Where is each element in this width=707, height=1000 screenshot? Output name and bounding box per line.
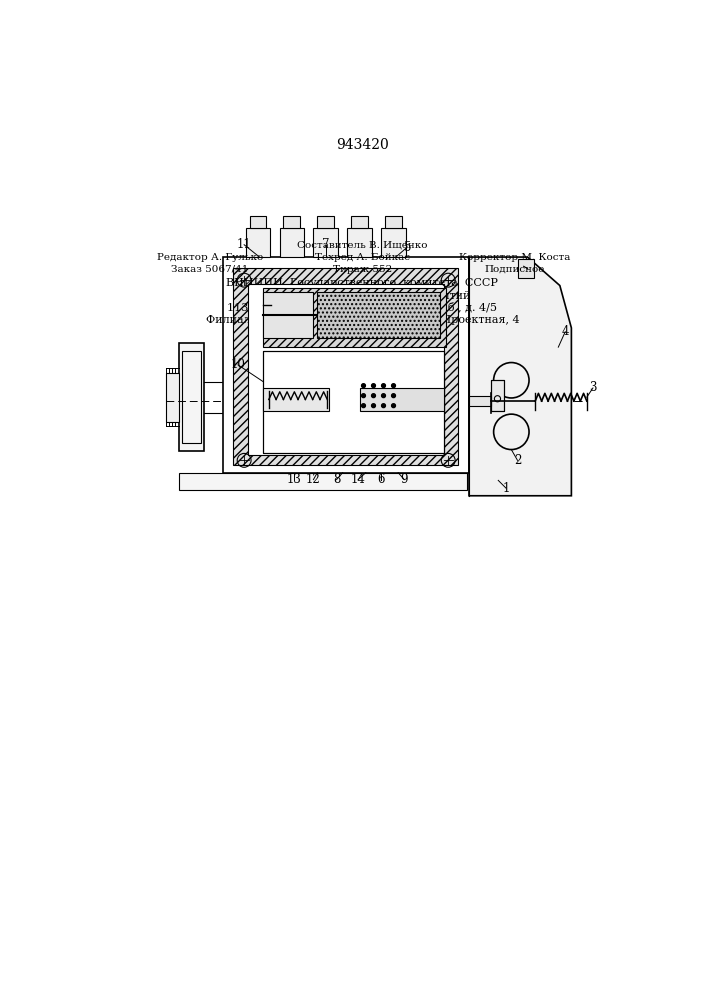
Text: 4: 4 <box>561 325 569 338</box>
Text: 11: 11 <box>237 238 252 251</box>
Bar <box>284 216 300 228</box>
Circle shape <box>372 384 375 388</box>
Bar <box>179 473 467 490</box>
Bar <box>317 216 334 228</box>
Text: Подписное: Подписное <box>484 265 545 274</box>
Circle shape <box>361 404 366 408</box>
Circle shape <box>392 394 395 398</box>
Circle shape <box>392 404 395 408</box>
Text: 10: 10 <box>230 358 245 371</box>
Text: ВНИИПИ  Государственного  комитета  СССР: ВНИИПИ Государственного комитета СССР <box>226 278 498 288</box>
Bar <box>182 351 201 443</box>
Circle shape <box>372 404 375 408</box>
Text: 2: 2 <box>514 454 521 467</box>
Circle shape <box>392 384 395 388</box>
Text: Филиал ППП «Патент», г. Ужгород, ул. Проектная, 4: Филиал ППП «Патент», г. Ужгород, ул. Про… <box>206 315 519 325</box>
Circle shape <box>361 394 366 398</box>
Text: 12: 12 <box>306 473 321 486</box>
Bar <box>264 288 446 347</box>
Bar <box>313 228 338 257</box>
Circle shape <box>372 394 375 398</box>
Text: 943420: 943420 <box>337 138 389 152</box>
Text: 6: 6 <box>378 473 385 486</box>
Bar <box>491 380 504 411</box>
Text: Составитель В. Ищенко: Составитель В. Ищенко <box>297 240 428 249</box>
Text: 8: 8 <box>333 473 340 486</box>
Bar <box>264 351 444 453</box>
Text: 14: 14 <box>351 473 366 486</box>
Bar <box>381 228 406 257</box>
Bar <box>518 259 534 278</box>
Bar <box>317 292 440 338</box>
Bar <box>248 284 444 455</box>
Bar <box>385 216 402 228</box>
Text: Корректор М. Коста: Корректор М. Коста <box>459 253 571 262</box>
Text: Тираж 552: Тираж 552 <box>333 265 392 274</box>
Bar <box>264 292 313 338</box>
Text: 3: 3 <box>589 381 597 394</box>
Text: по  делам  изобретений  и  открытий: по делам изобретений и открытий <box>254 290 471 301</box>
Circle shape <box>382 404 385 408</box>
Text: Заказ 5067/41: Заказ 5067/41 <box>171 265 249 274</box>
Bar <box>469 396 491 406</box>
Bar <box>165 373 179 422</box>
Circle shape <box>382 384 385 388</box>
Bar <box>233 268 458 465</box>
Bar <box>347 228 372 257</box>
Bar <box>360 388 444 411</box>
Text: 1: 1 <box>502 482 510 495</box>
Text: Редактор А. Гулько: Редактор А. Гулько <box>157 253 263 262</box>
Bar <box>223 257 469 473</box>
Text: 5: 5 <box>404 241 411 254</box>
Bar <box>264 351 444 453</box>
Text: 9: 9 <box>401 473 408 486</box>
Bar <box>279 228 304 257</box>
Text: 7: 7 <box>322 238 329 251</box>
Bar <box>264 388 329 411</box>
Text: 13: 13 <box>287 473 302 486</box>
Bar <box>351 216 368 228</box>
Circle shape <box>382 394 385 398</box>
Text: 113035, Москва, Ж—35, Раушская наб., д. 4/5: 113035, Москва, Ж—35, Раушская наб., д. … <box>228 302 497 313</box>
Bar <box>250 216 267 228</box>
Bar <box>491 380 504 411</box>
Bar <box>179 343 204 451</box>
Bar <box>246 228 270 257</box>
Polygon shape <box>469 257 571 496</box>
Text: Техред А. Бойкас: Техред А. Бойкас <box>315 253 410 262</box>
Circle shape <box>361 384 366 388</box>
